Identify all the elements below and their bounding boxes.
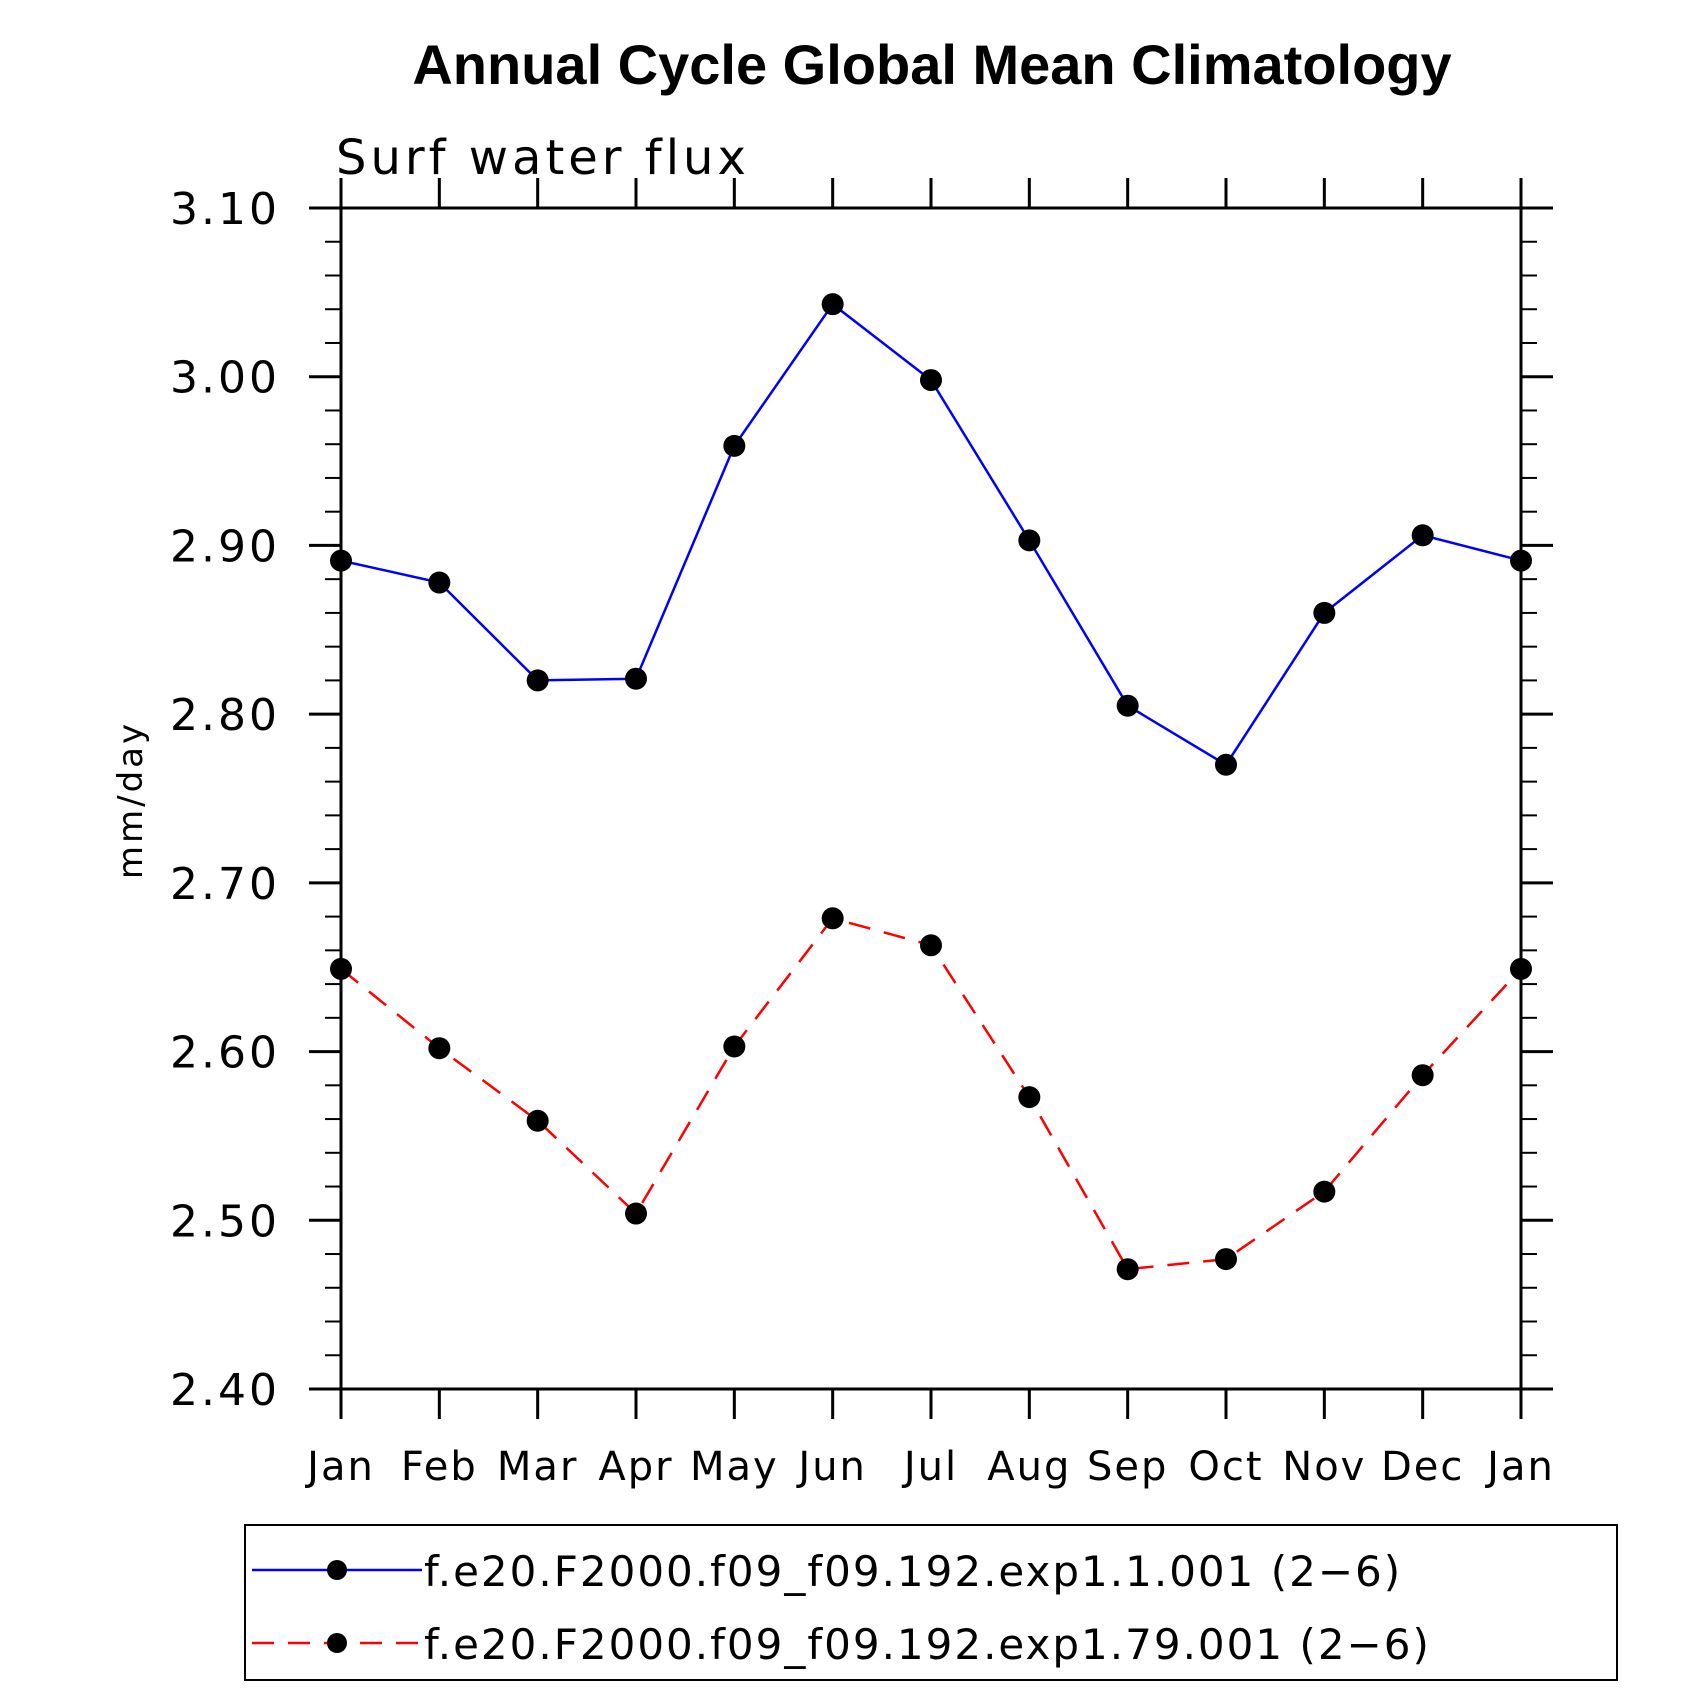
x-tick-label: Jun [795,1444,867,1490]
data-point-series-2 [1018,1086,1041,1109]
x-tick-label: Jan [304,1444,375,1490]
y-tick-label: 2.50 [170,1196,280,1247]
data-point-series-2 [1116,1258,1139,1281]
y-tick-label: 2.70 [170,859,280,910]
legend-label-series-1: f.e20.F2000.f09_f09.192.exp1.1.001 (2−6) [424,1547,1402,1596]
x-tick-label: Jul [901,1444,958,1490]
x-tick-label: Mar [497,1444,578,1490]
x-tick-label: Jan [1484,1444,1555,1490]
data-point-series-1 [920,369,942,392]
legend-marker-series-2 [327,1633,347,1653]
data-point-series-2 [1313,1180,1336,1203]
series-layer [330,293,1532,1281]
axis-ticks [309,178,1553,1419]
data-point-series-1 [330,549,352,572]
chart-subtitle: Surf water flux [336,130,750,186]
data-point-series-1 [1215,753,1237,776]
x-tick-label: Nov [1282,1444,1366,1490]
y-axis-label: mm/day [111,721,151,879]
data-point-series-1 [428,571,451,594]
y-tick-label: 3.00 [170,353,280,404]
y-tick-label: 2.40 [170,1365,280,1416]
data-point-series-2 [526,1109,549,1132]
x-tick-label: May [690,1444,779,1490]
x-tick-label: Feb [401,1444,478,1490]
y-tick-labels: 2.40 2.50 2.60 2.70 2.80 2.90 3.00 3.10 [170,184,280,1416]
data-point-series-2 [625,1202,647,1225]
y-tick-label: 2.90 [170,521,280,572]
data-point-series-1 [1313,601,1336,624]
x-tick-label: Dec [1381,1444,1464,1490]
data-point-series-1 [821,293,844,316]
legend-marker-series-1 [327,1560,347,1580]
data-point-series-1 [1116,694,1139,717]
data-point-series-2 [821,907,844,930]
data-point-series-1 [526,669,549,692]
chart-title: Annual Cycle Global Mean Climatology [412,33,1451,96]
x-tick-label: Aug [987,1444,1071,1490]
data-point-series-1 [1411,524,1434,547]
data-point-series-1 [625,667,647,690]
y-tick-label: 2.60 [170,1028,280,1079]
y-tick-label: 3.10 [170,184,280,235]
legend: f.e20.F2000.f09_f09.192.exp1.1.001 (2−6)… [244,1524,1618,1681]
legend-label-series-2: f.e20.F2000.f09_f09.192.exp1.79.001 (2−6… [424,1620,1431,1669]
data-point-series-2 [1510,957,1532,980]
x-tick-label: Oct [1188,1444,1263,1490]
x-tick-label: Sep [1087,1444,1168,1490]
plot-frame [339,206,1523,1391]
data-point-series-2 [1411,1064,1434,1087]
data-point-series-1 [1018,529,1041,552]
x-tick-labels: Jan Feb Mar Apr May Jun Jul Aug Sep Oct Nov Dec Jan [304,1444,1555,1490]
data-point-series-2 [723,1035,746,1058]
data-point-series-1 [723,434,746,457]
data-point-series-1 [1510,549,1532,572]
data-point-series-2 [1215,1248,1237,1271]
y-tick-label: 2.80 [170,690,280,741]
series-line-2 [340,916,1522,1271]
legend-box [244,1524,1618,1681]
data-point-series-2 [428,1037,451,1060]
data-point-series-2 [920,934,942,957]
x-tick-label: Apr [598,1444,673,1490]
data-point-series-2 [330,957,352,980]
